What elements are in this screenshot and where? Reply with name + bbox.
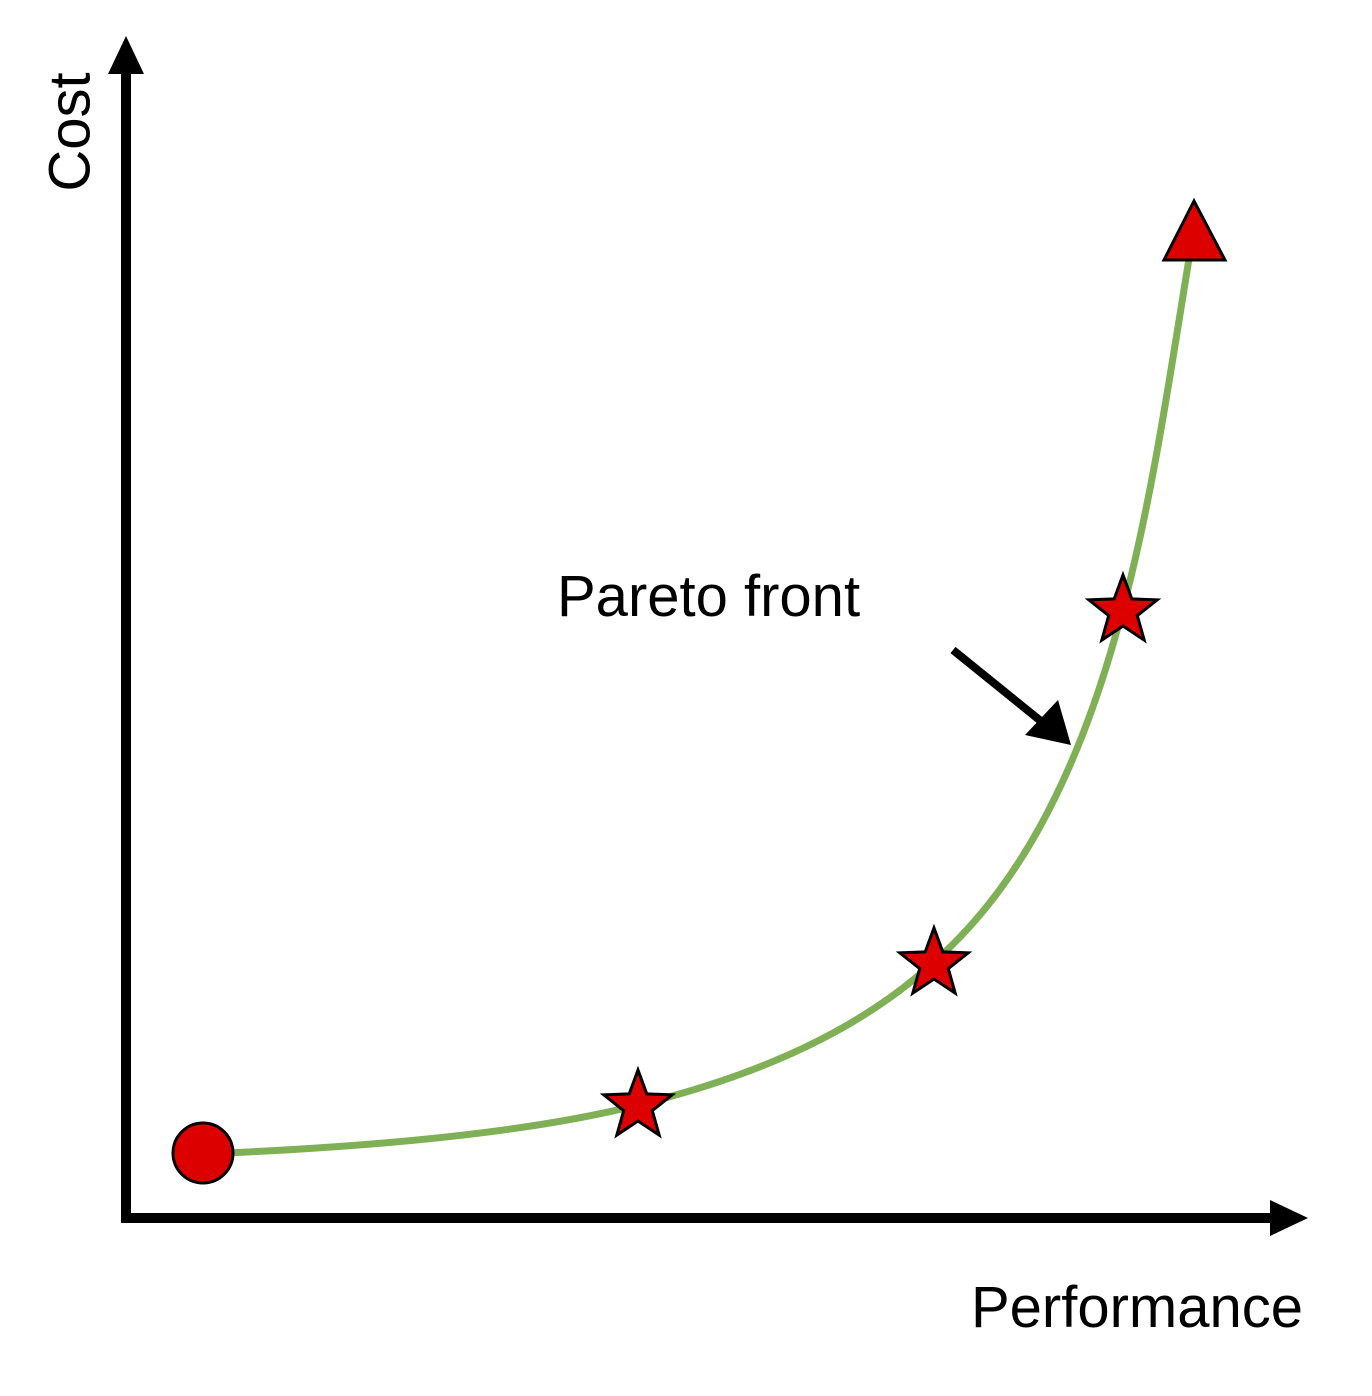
start-point-marker bbox=[171, 1121, 235, 1185]
pareto-front-curve bbox=[199, 231, 1197, 1158]
annotation-arrow bbox=[950, 646, 1045, 726]
end-point-triangle-marker bbox=[1161, 197, 1228, 262]
x-axis-arrowhead bbox=[1270, 1200, 1308, 1236]
star-marker bbox=[599, 1065, 677, 1139]
star-marker bbox=[1084, 570, 1162, 644]
y-axis-arrowhead bbox=[108, 36, 144, 74]
x-axis-label: Performance bbox=[971, 1275, 1303, 1340]
annotation-arrowhead-shape bbox=[1025, 700, 1071, 745]
y-axis-label: Cost bbox=[37, 72, 102, 191]
star-marker bbox=[895, 923, 973, 997]
pareto-front-label: Pareto front bbox=[557, 564, 860, 629]
